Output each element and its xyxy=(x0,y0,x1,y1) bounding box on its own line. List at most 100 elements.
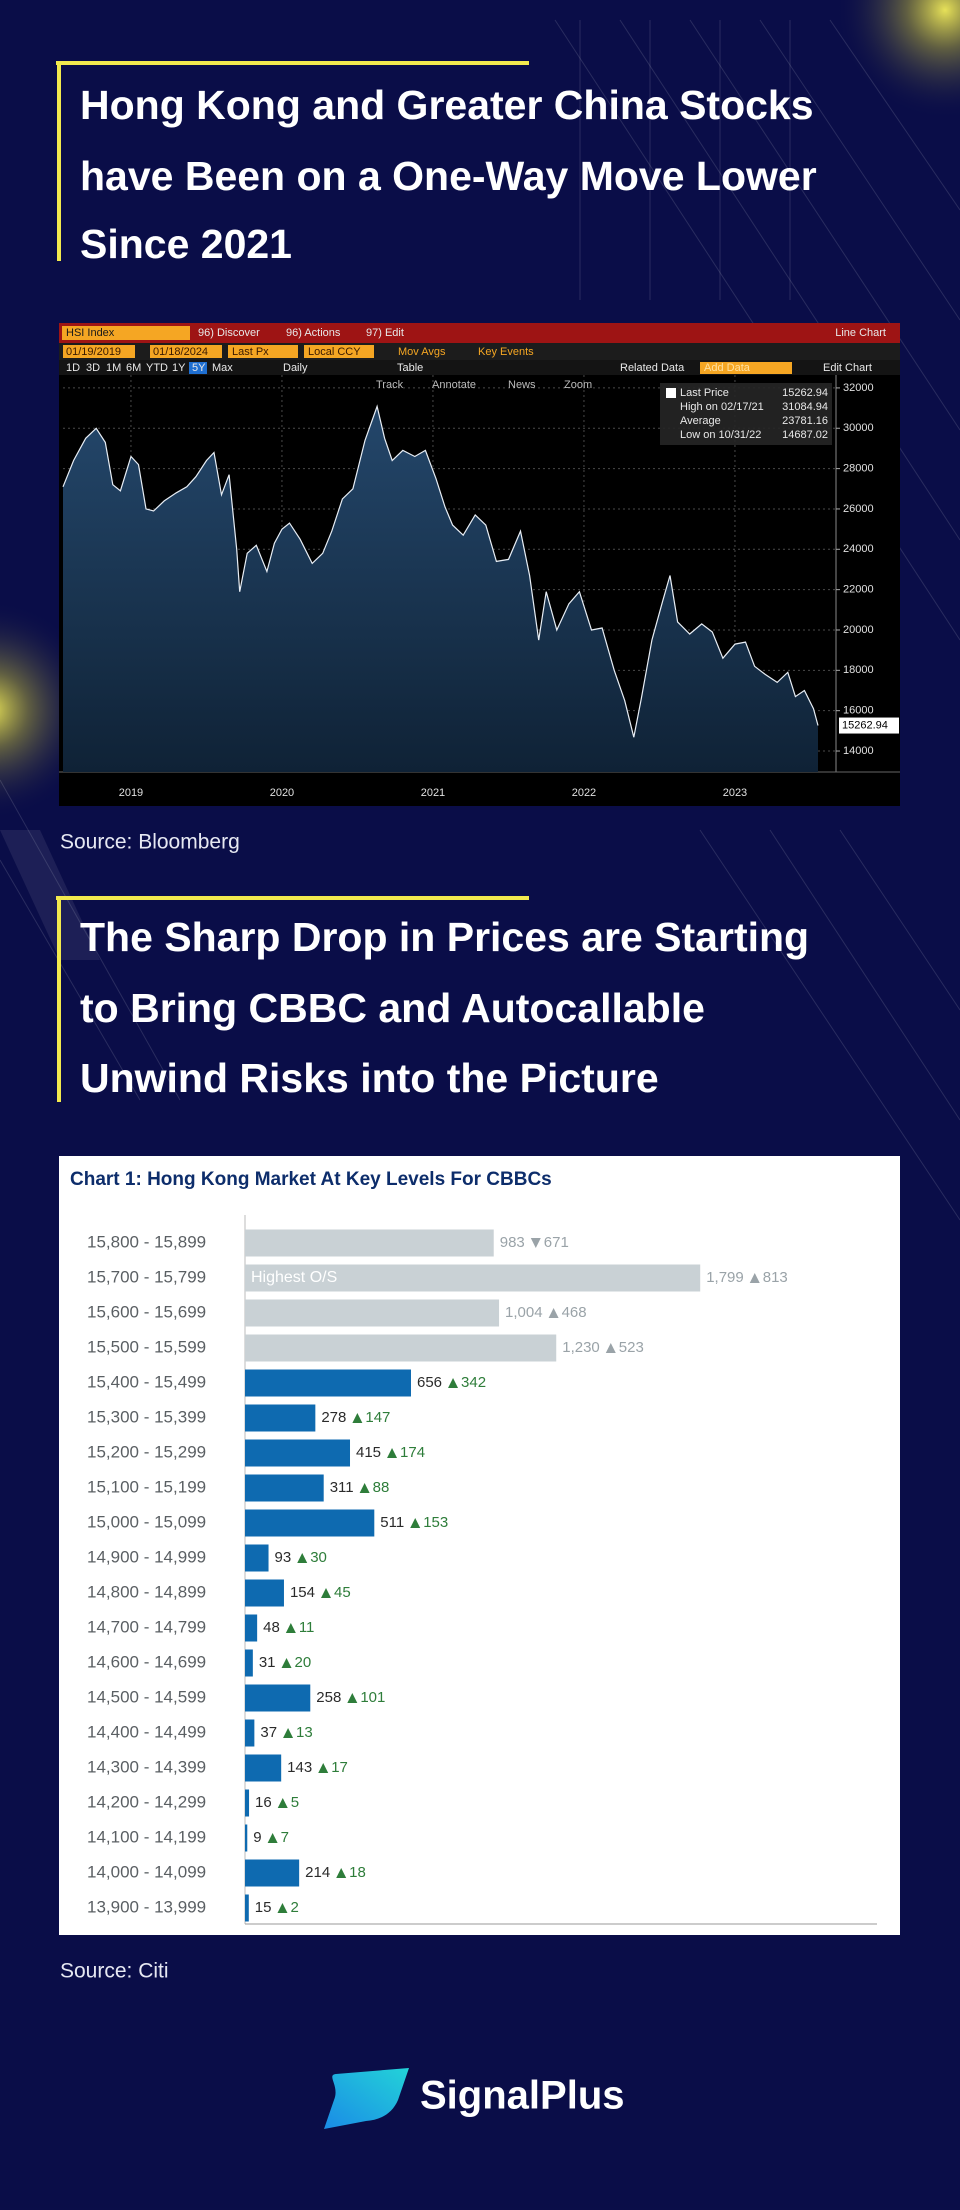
add-data[interactable]: Add Data xyxy=(704,362,751,374)
change-label: 174 xyxy=(400,1444,425,1461)
logo-text: SignalPlus xyxy=(420,2074,625,2118)
source: Source: Bloomberg xyxy=(60,831,240,854)
period-button[interactable]: Max xyxy=(212,362,233,374)
y-tick-label: 16000 xyxy=(843,705,874,717)
value-label: 656 xyxy=(417,1374,442,1391)
heading-line: have Been on a One-Way Move Lower xyxy=(80,153,817,199)
change-label: 13 xyxy=(296,1724,313,1741)
change-arrow xyxy=(548,1308,559,1318)
bar xyxy=(245,1509,375,1537)
change-arrow xyxy=(336,1868,347,1878)
change-label: 2 xyxy=(290,1899,298,1916)
heading-accent xyxy=(56,61,529,1102)
key-events[interactable]: Key Events xyxy=(478,346,534,358)
menu-actions[interactable]: 96) Actions xyxy=(286,327,341,339)
bar xyxy=(245,1404,316,1432)
bar xyxy=(245,1579,284,1607)
change-arrow xyxy=(277,1903,288,1913)
heading-line: Hong Kong and Greater China Stocks xyxy=(80,82,814,128)
field[interactable]: Last Px xyxy=(232,346,269,358)
y-tick-label: 32000 xyxy=(843,382,874,394)
category-label: 15,000 - 15,099 xyxy=(87,1512,206,1531)
x-tick-label: 2019 xyxy=(119,787,143,799)
category-label: 15,700 - 15,799 xyxy=(87,1267,206,1286)
category-label: 14,900 - 14,999 xyxy=(87,1547,206,1566)
change-arrow xyxy=(281,1658,292,1668)
y-tick-label: 30000 xyxy=(843,422,874,434)
bar xyxy=(245,1684,311,1712)
category-label: 13,900 - 13,999 xyxy=(87,1897,206,1916)
bar xyxy=(245,1544,269,1572)
category-label: 15,100 - 15,199 xyxy=(87,1477,206,1496)
period-button[interactable]: 1D xyxy=(66,362,80,374)
value-label: 48 xyxy=(263,1619,280,1636)
category-label: 14,400 - 14,499 xyxy=(87,1722,206,1741)
related-data[interactable]: Related Data xyxy=(620,362,685,374)
logo: SignalPlus xyxy=(324,2068,625,2129)
bar xyxy=(245,1334,557,1362)
change-label: 20 xyxy=(295,1654,312,1671)
start-date[interactable]: 01/19/2019 xyxy=(66,346,121,358)
bar xyxy=(245,1439,351,1467)
x-tick-label: 2023 xyxy=(723,787,747,799)
legend-value: 14687.02 xyxy=(782,429,828,441)
change-label: 30 xyxy=(310,1549,327,1566)
period-button[interactable]: YTD xyxy=(146,362,168,374)
change-label: 342 xyxy=(461,1374,486,1391)
value-label: 16 xyxy=(255,1794,272,1811)
tool-button[interactable]: Track xyxy=(376,379,404,391)
period-button[interactable]: 6M xyxy=(126,362,141,374)
change-arrow xyxy=(530,1238,541,1248)
y-tick-label: 14000 xyxy=(843,745,874,757)
y-tick-label: 24000 xyxy=(843,543,874,555)
tool-button[interactable]: News xyxy=(508,379,536,391)
change-arrow xyxy=(387,1448,398,1458)
tool-button[interactable]: Annotate xyxy=(432,379,476,391)
toolbar-row xyxy=(59,360,900,375)
period-button[interactable]: 3D xyxy=(86,362,100,374)
currency[interactable]: Local CCY xyxy=(308,346,361,358)
tool-button[interactable]: Zoom xyxy=(564,379,592,391)
period-button[interactable]: 1Y xyxy=(172,362,186,374)
edit-chart[interactable]: Edit Chart xyxy=(823,362,872,374)
bar-annotation: Highest O/S xyxy=(251,1269,337,1286)
bar xyxy=(245,1649,253,1677)
legend-label: Low on 10/31/22 xyxy=(680,429,761,441)
end-date[interactable]: 01/18/2024 xyxy=(153,346,208,358)
bar xyxy=(245,1229,494,1257)
period-button[interactable]: 1M xyxy=(106,362,121,374)
value-label: 214 xyxy=(305,1864,330,1881)
bar xyxy=(245,1754,282,1782)
value-label: 415 xyxy=(356,1444,381,1461)
category-label: 14,800 - 14,899 xyxy=(87,1582,206,1601)
y-tick-label: 26000 xyxy=(843,503,874,515)
value-label: 511 xyxy=(380,1514,404,1531)
value-label: 258 xyxy=(316,1689,341,1706)
decor-stripe xyxy=(0,830,100,960)
value-label: 9 xyxy=(253,1829,261,1846)
frequency[interactable]: Daily xyxy=(283,362,308,374)
value-label: 311 xyxy=(330,1479,354,1496)
change-label: 88 xyxy=(373,1479,390,1496)
period-button[interactable]: 5Y xyxy=(192,362,206,374)
value-label: 1,004 xyxy=(505,1304,543,1321)
header-bar xyxy=(59,323,900,343)
mov-avgs[interactable]: Mov Avgs xyxy=(398,346,446,358)
field-box xyxy=(228,345,298,358)
menu-discover[interactable]: 96) Discover xyxy=(198,327,260,339)
heading-line: to Bring CBBC and Autocallable xyxy=(80,985,705,1031)
change-label: 671 xyxy=(544,1234,569,1251)
source: Source: Citi xyxy=(60,1960,169,1983)
bloomberg-chart: HSI Index 96) Discover 96) Actions 97) E… xyxy=(59,323,900,806)
x-tick-label: 2022 xyxy=(572,787,596,799)
period-highlight xyxy=(189,362,207,374)
menu-edit[interactable]: 97) Edit xyxy=(366,327,404,339)
ticker[interactable]: HSI Index xyxy=(66,327,115,339)
change-arrow xyxy=(410,1518,421,1528)
value-label: 15 xyxy=(255,1899,272,1916)
table[interactable]: Table xyxy=(397,362,423,374)
change-label: 523 xyxy=(619,1339,644,1356)
category-label: 15,400 - 15,499 xyxy=(87,1372,206,1391)
price-line xyxy=(62,404,819,738)
category-label: 15,800 - 15,899 xyxy=(87,1232,206,1251)
